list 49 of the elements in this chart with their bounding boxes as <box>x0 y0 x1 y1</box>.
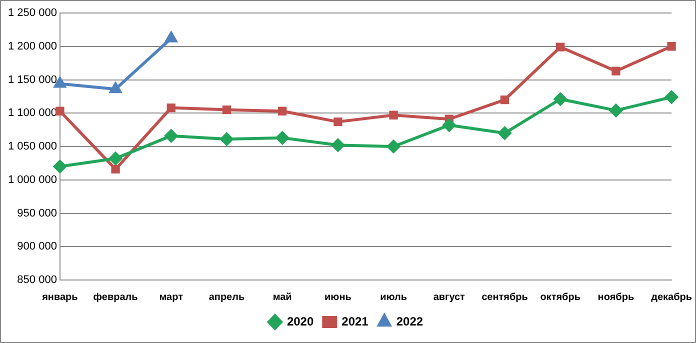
point <box>165 32 177 42</box>
point <box>220 132 234 146</box>
x-tick-label: сентябрь <box>482 292 528 303</box>
point <box>331 138 344 152</box>
point <box>442 118 456 132</box>
y-tick-label: 950 000 <box>17 207 57 220</box>
point <box>109 152 122 166</box>
x-tick-label: апрель <box>208 292 245 303</box>
point <box>387 140 400 153</box>
y-tick-label: 850 000 <box>17 274 57 286</box>
point <box>53 160 66 174</box>
point <box>667 42 676 51</box>
point <box>665 90 678 104</box>
x-tick-label: октябрь <box>540 292 580 303</box>
legend-label: 2021 <box>342 314 369 328</box>
y-tick-label: 1 200 000 <box>8 40 57 52</box>
legend-label: 2020 <box>286 314 314 328</box>
y-tick-label: 1 050 000 <box>8 140 57 153</box>
point <box>110 82 122 94</box>
point <box>389 110 398 120</box>
point <box>554 92 567 106</box>
point <box>164 129 178 142</box>
point <box>166 103 176 112</box>
y-tick-label: 1 150 000 <box>8 74 57 86</box>
x-tick-label: февраль <box>93 292 138 303</box>
point <box>111 164 120 174</box>
x-tick-label: ноябрь <box>598 292 634 303</box>
point <box>500 95 510 104</box>
x-tick-label: июль <box>380 292 408 303</box>
y-tick-label: 1 250 000 <box>8 7 57 20</box>
point <box>612 66 620 76</box>
point <box>609 104 622 117</box>
x-tick-label: декабрь <box>651 292 692 303</box>
point <box>56 106 64 116</box>
x-tick-label: январь <box>42 292 78 303</box>
point <box>276 131 289 144</box>
point <box>222 105 232 114</box>
y-tick-label: 1 100 000 <box>8 107 57 120</box>
x-tick-label: май <box>272 292 292 303</box>
point <box>556 42 565 52</box>
legend-label: 2022 <box>396 314 424 328</box>
x-tick-label: июнь <box>324 292 352 303</box>
x-tick-label: август <box>433 292 466 303</box>
point <box>334 117 342 126</box>
y-tick-label: 1 000 000 <box>8 174 57 186</box>
point <box>278 106 287 116</box>
x-tick-label: март <box>159 292 184 303</box>
point <box>498 126 512 140</box>
y-tick-label: 900 000 <box>17 240 57 253</box>
